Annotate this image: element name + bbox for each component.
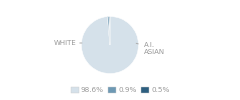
Wedge shape	[109, 16, 110, 45]
Text: A.I.
ASIAN: A.I. ASIAN	[136, 42, 165, 55]
Wedge shape	[108, 16, 110, 45]
Text: WHITE: WHITE	[54, 40, 82, 46]
Wedge shape	[81, 16, 138, 74]
Legend: 98.6%, 0.9%, 0.5%: 98.6%, 0.9%, 0.5%	[68, 84, 172, 96]
